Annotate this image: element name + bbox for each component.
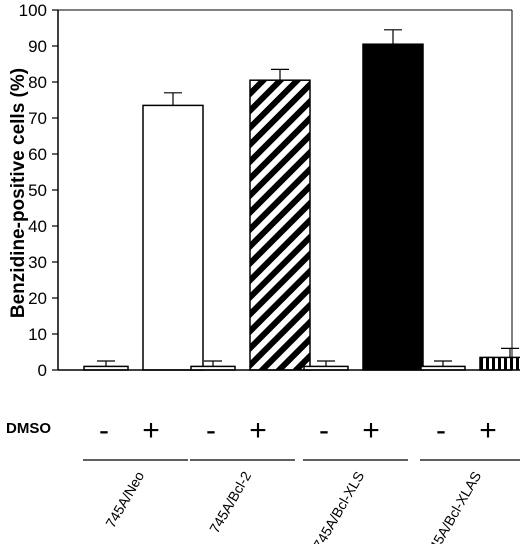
sign-minus: - <box>99 414 109 447</box>
y-tick-label: 60 <box>28 145 47 164</box>
sign-plus: + <box>362 414 380 447</box>
bar-plus <box>362 43 424 371</box>
dmso-label: DMSO <box>6 420 51 437</box>
y-tick-label: 20 <box>28 289 47 308</box>
y-tick-label: 40 <box>28 217 47 236</box>
y-tick-label: 100 <box>19 1 47 20</box>
group-label: 745A/Bcl-XLAS <box>422 469 484 544</box>
bar-plus <box>249 79 311 371</box>
sign-minus: - <box>206 414 216 447</box>
y-tick-label: 0 <box>38 361 47 380</box>
sign-minus: - <box>436 414 446 447</box>
y-tick-label: 10 <box>28 325 47 344</box>
y-tick-label: 30 <box>28 253 47 272</box>
y-axis-label: Benzidine-positive cells (%) <box>8 68 29 318</box>
sign-plus: + <box>249 414 267 447</box>
bar-plus <box>142 104 204 371</box>
y-tick-label: 80 <box>28 73 47 92</box>
group-label: 745A/Bcl-XLS <box>310 469 367 544</box>
bar-plus <box>479 356 520 371</box>
sign-plus: + <box>142 414 160 447</box>
y-tick-label: 50 <box>28 181 47 200</box>
sign-minus: - <box>319 414 329 447</box>
group-label: 745A/Neo <box>102 468 147 530</box>
sign-plus: + <box>479 414 497 447</box>
group-label: 745A/Bcl-2 <box>206 468 254 535</box>
y-tick-label: 90 <box>28 37 47 56</box>
y-tick-label: 70 <box>28 109 47 128</box>
